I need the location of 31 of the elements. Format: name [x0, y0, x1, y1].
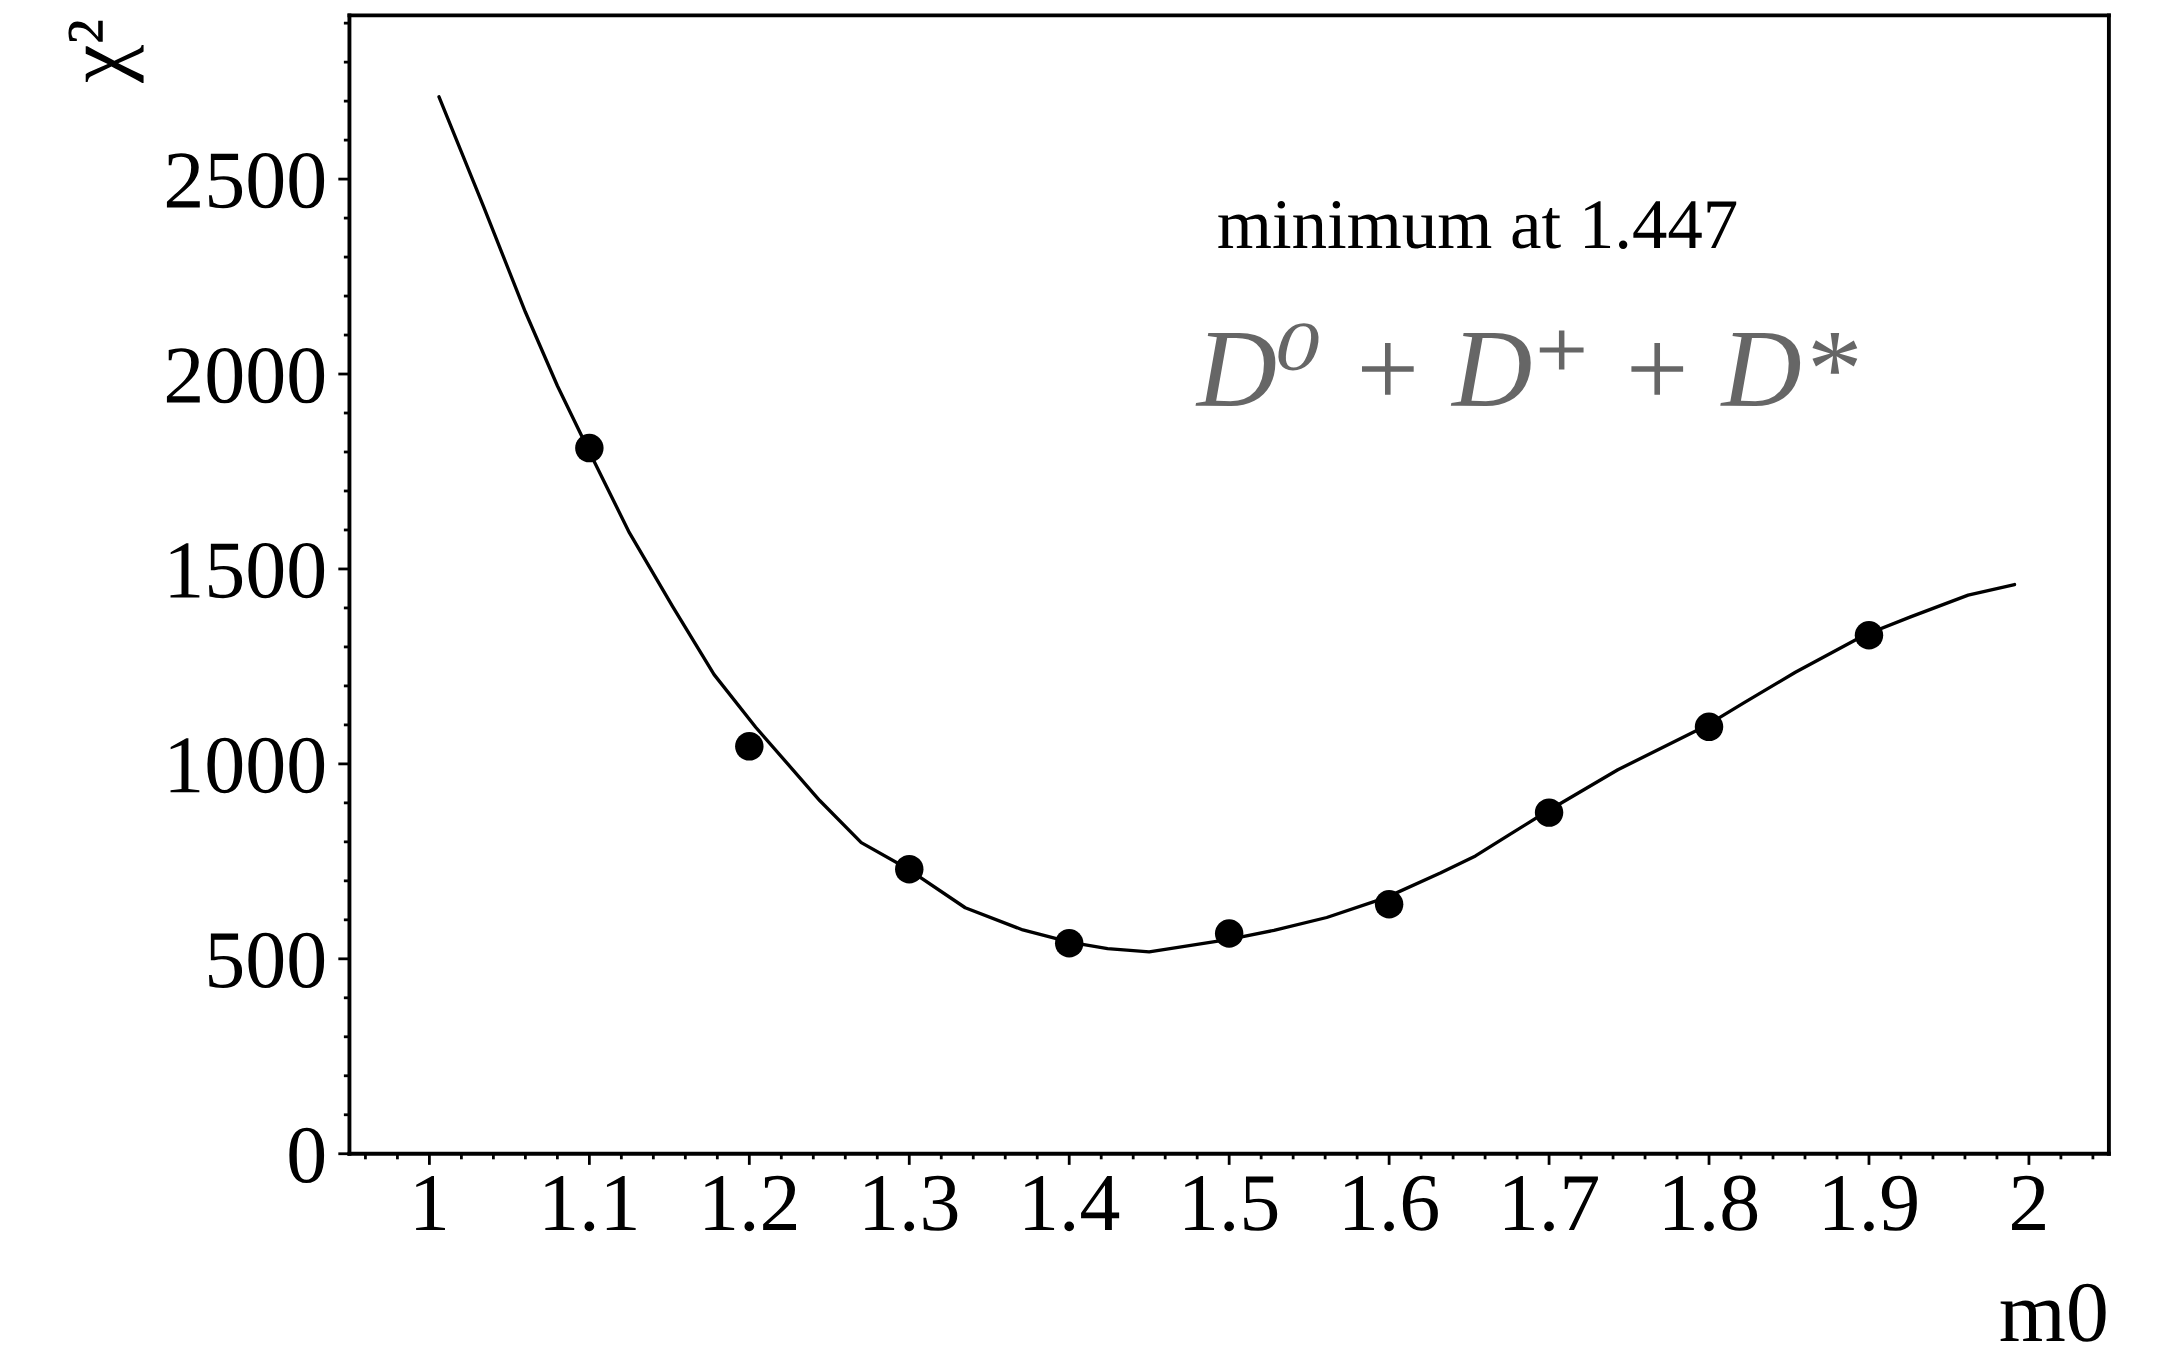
x-tick-label: 1.1 — [545, 1175, 636, 1232]
y-tick-label: 2000 — [166, 347, 325, 404]
point — [735, 732, 764, 761]
annotation: D⁰ + D⁺ + D* — [1195, 323, 1858, 407]
point — [1694, 712, 1724, 742]
point — [895, 854, 924, 884]
point — [1534, 798, 1564, 827]
point — [1854, 621, 1884, 650]
point — [1214, 919, 1244, 948]
y-tick-label: 500 — [209, 932, 325, 989]
point — [575, 433, 604, 463]
x-tick-label: 2 — [2012, 1175, 2045, 1231]
x-tick-label: 1.9 — [1824, 1175, 1917, 1232]
x-tick-label: 1.2 — [705, 1175, 797, 1232]
x-tick-label: 1 — [416, 1175, 445, 1231]
x-tick-label: 1.4 — [1025, 1175, 1120, 1232]
y-tick-label: 0 — [289, 1127, 325, 1183]
y-axis-title: χ² — [68, 20, 144, 83]
point — [1374, 890, 1404, 919]
x-axis-title: m0 — [2000, 1283, 2106, 1342]
y-tick-label: 1500 — [170, 542, 325, 599]
x-tick-label: 1.6 — [1345, 1175, 1438, 1232]
x-tick-label: 1.7 — [1505, 1175, 1598, 1232]
x-tick-label: 1.8 — [1665, 1175, 1758, 1232]
y-tick-label: 2500 — [166, 153, 325, 209]
point — [1054, 929, 1084, 958]
y-tick-label: 1000 — [170, 737, 325, 794]
line-series — [437, 95, 2017, 954]
x-tick-label: 1.3 — [865, 1175, 958, 1232]
x-tick-label: 1.5 — [1185, 1175, 1278, 1232]
annotation: minimum at 1.447 — [1218, 201, 1737, 249]
